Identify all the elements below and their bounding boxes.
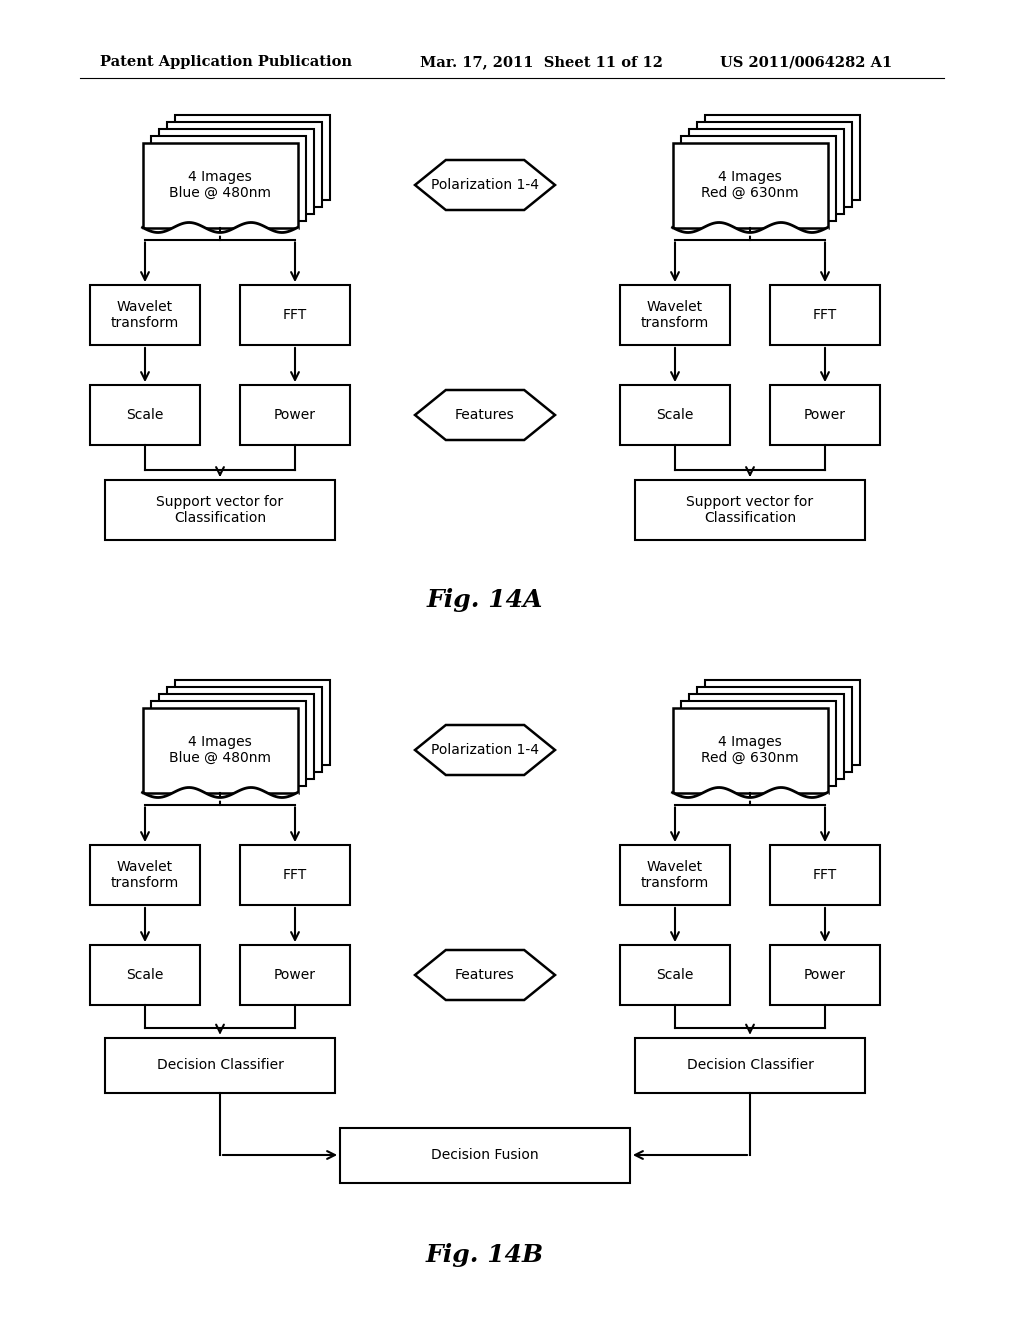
Text: Wavelet
transform: Wavelet transform xyxy=(111,300,179,330)
Bar xyxy=(90,945,200,1005)
Bar xyxy=(770,285,880,345)
Bar xyxy=(174,115,330,199)
Text: FFT: FFT xyxy=(813,308,838,322)
Bar xyxy=(159,693,313,779)
Text: FFT: FFT xyxy=(283,308,307,322)
Bar xyxy=(673,708,827,792)
Text: 4 Images
Blue @ 480nm: 4 Images Blue @ 480nm xyxy=(169,735,271,766)
Bar xyxy=(90,385,200,445)
Text: Decision Fusion: Decision Fusion xyxy=(431,1148,539,1162)
Text: Power: Power xyxy=(804,968,846,982)
Text: Wavelet
transform: Wavelet transform xyxy=(111,859,179,890)
Bar xyxy=(705,680,859,764)
Bar xyxy=(681,701,836,785)
Bar xyxy=(142,708,298,792)
Text: Wavelet
transform: Wavelet transform xyxy=(641,300,710,330)
Text: Mar. 17, 2011  Sheet 11 of 12: Mar. 17, 2011 Sheet 11 of 12 xyxy=(420,55,663,69)
Bar xyxy=(696,686,852,771)
Bar xyxy=(705,115,859,199)
Bar xyxy=(105,480,335,540)
Bar xyxy=(240,945,350,1005)
Bar xyxy=(635,480,865,540)
Bar xyxy=(159,128,313,214)
Bar xyxy=(688,128,844,214)
Bar xyxy=(167,686,322,771)
Text: 4 Images
Red @ 630nm: 4 Images Red @ 630nm xyxy=(701,735,799,766)
Bar xyxy=(688,693,844,779)
Bar xyxy=(142,143,298,227)
Polygon shape xyxy=(415,389,555,440)
Text: Decision Classifier: Decision Classifier xyxy=(157,1059,284,1072)
Bar xyxy=(90,845,200,906)
Bar xyxy=(620,385,730,445)
Bar xyxy=(770,385,880,445)
Bar xyxy=(90,285,200,345)
Text: Patent Application Publication: Patent Application Publication xyxy=(100,55,352,69)
Text: Support vector for
Classification: Support vector for Classification xyxy=(157,495,284,525)
Bar xyxy=(340,1127,630,1183)
Bar xyxy=(770,945,880,1005)
Text: Fig. 14B: Fig. 14B xyxy=(426,1243,544,1267)
Text: Features: Features xyxy=(455,968,515,982)
Text: Scale: Scale xyxy=(126,408,164,422)
Bar xyxy=(620,945,730,1005)
Text: Polarization 1-4: Polarization 1-4 xyxy=(431,178,539,191)
Bar xyxy=(151,136,305,220)
Bar xyxy=(240,385,350,445)
Bar xyxy=(620,845,730,906)
Text: Power: Power xyxy=(804,408,846,422)
Text: US 2011/0064282 A1: US 2011/0064282 A1 xyxy=(720,55,892,69)
Text: Support vector for
Classification: Support vector for Classification xyxy=(686,495,813,525)
Bar xyxy=(620,285,730,345)
Bar xyxy=(174,680,330,764)
Text: Scale: Scale xyxy=(126,968,164,982)
Text: Power: Power xyxy=(274,968,316,982)
Text: Scale: Scale xyxy=(656,968,693,982)
Bar xyxy=(240,285,350,345)
Bar xyxy=(167,121,322,206)
Bar xyxy=(681,136,836,220)
Text: FFT: FFT xyxy=(813,869,838,882)
Text: Features: Features xyxy=(455,408,515,422)
Bar xyxy=(635,1038,865,1093)
Text: 4 Images
Red @ 630nm: 4 Images Red @ 630nm xyxy=(701,170,799,201)
Text: Decision Classifier: Decision Classifier xyxy=(686,1059,813,1072)
Bar xyxy=(105,1038,335,1093)
Polygon shape xyxy=(415,160,555,210)
Text: Power: Power xyxy=(274,408,316,422)
Text: Scale: Scale xyxy=(656,408,693,422)
Text: Wavelet
transform: Wavelet transform xyxy=(641,859,710,890)
Bar xyxy=(240,845,350,906)
Polygon shape xyxy=(415,950,555,1001)
Bar xyxy=(696,121,852,206)
Bar xyxy=(770,845,880,906)
Bar xyxy=(151,701,305,785)
Bar xyxy=(673,143,827,227)
Text: 4 Images
Blue @ 480nm: 4 Images Blue @ 480nm xyxy=(169,170,271,201)
Text: FFT: FFT xyxy=(283,869,307,882)
Polygon shape xyxy=(415,725,555,775)
Text: Polarization 1-4: Polarization 1-4 xyxy=(431,743,539,756)
Text: Fig. 14A: Fig. 14A xyxy=(427,587,543,612)
